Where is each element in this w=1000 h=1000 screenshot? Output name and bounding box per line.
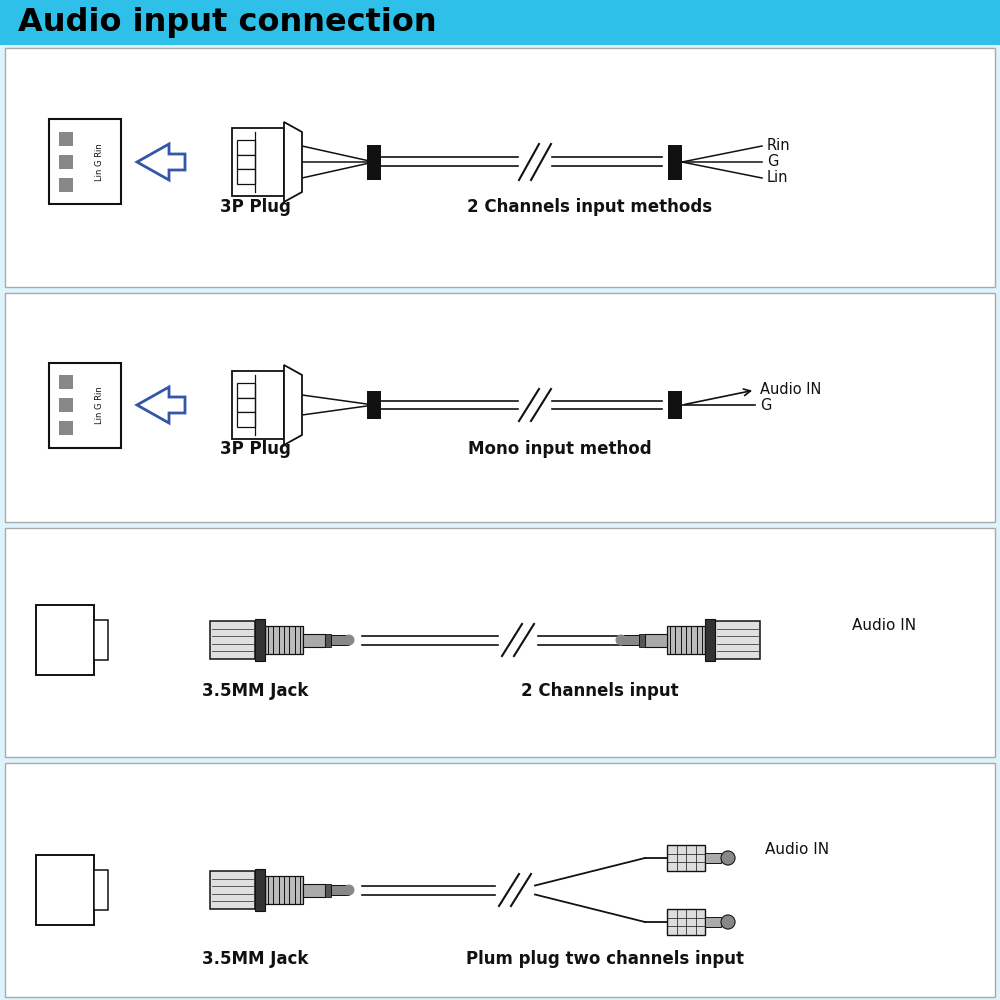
Text: G: G bbox=[767, 154, 778, 169]
Bar bbox=[210, 621, 255, 659]
Bar bbox=[59, 375, 73, 389]
Bar bbox=[5, 528, 995, 757]
Text: Mono input method: Mono input method bbox=[468, 440, 652, 458]
Bar bbox=[367, 144, 381, 180]
Polygon shape bbox=[137, 144, 185, 180]
Bar bbox=[210, 871, 255, 909]
Bar bbox=[59, 132, 73, 146]
Bar bbox=[0, 0, 1000, 45]
Text: Lin G Rin: Lin G Rin bbox=[96, 143, 104, 181]
Bar bbox=[645, 634, 667, 647]
Bar bbox=[237, 169, 255, 184]
Bar bbox=[668, 391, 682, 419]
Text: 2 Channels input: 2 Channels input bbox=[521, 682, 679, 700]
Bar bbox=[639, 634, 645, 647]
Text: 3.5MM Jack: 3.5MM Jack bbox=[202, 682, 308, 700]
Circle shape bbox=[344, 885, 354, 895]
Text: Audio input connection: Audio input connection bbox=[18, 7, 437, 38]
Bar bbox=[237, 155, 255, 169]
Text: Rin: Rin bbox=[767, 138, 791, 153]
Bar bbox=[232, 128, 284, 196]
Bar bbox=[237, 140, 255, 155]
Bar bbox=[668, 144, 682, 180]
Bar bbox=[59, 178, 73, 192]
Bar bbox=[49, 119, 121, 204]
Bar bbox=[5, 293, 995, 522]
Bar bbox=[94, 620, 108, 660]
Polygon shape bbox=[284, 122, 302, 202]
Bar bbox=[325, 634, 331, 647]
Bar bbox=[265, 626, 303, 654]
Bar bbox=[705, 853, 721, 863]
Text: 3P Plug: 3P Plug bbox=[220, 198, 290, 216]
Text: 3.5MM Jack: 3.5MM Jack bbox=[202, 950, 308, 968]
Bar bbox=[5, 763, 995, 997]
Text: 3P Plug: 3P Plug bbox=[220, 440, 290, 458]
Bar bbox=[705, 917, 721, 927]
Bar bbox=[36, 855, 94, 925]
Bar bbox=[59, 398, 73, 412]
Circle shape bbox=[344, 635, 354, 645]
Bar bbox=[255, 619, 265, 661]
Circle shape bbox=[721, 915, 735, 929]
Bar bbox=[237, 383, 255, 398]
Text: 2 Channels input methods: 2 Channels input methods bbox=[467, 198, 713, 216]
Bar bbox=[94, 870, 108, 910]
Text: Audio IN: Audio IN bbox=[852, 617, 916, 633]
Bar bbox=[367, 391, 381, 419]
Bar bbox=[303, 884, 325, 896]
Text: G: G bbox=[760, 397, 771, 412]
Polygon shape bbox=[284, 365, 302, 445]
Bar bbox=[621, 635, 639, 645]
Bar bbox=[59, 155, 73, 169]
Text: Lin: Lin bbox=[767, 170, 788, 185]
Text: Plum plug two channels input: Plum plug two channels input bbox=[466, 950, 744, 968]
Circle shape bbox=[721, 851, 735, 865]
Bar bbox=[705, 619, 715, 661]
Polygon shape bbox=[137, 387, 185, 423]
Bar bbox=[36, 605, 94, 675]
Bar bbox=[5, 48, 995, 287]
Bar bbox=[331, 635, 349, 645]
Text: Audio IN: Audio IN bbox=[765, 842, 829, 857]
Bar bbox=[715, 621, 760, 659]
Bar bbox=[667, 909, 705, 935]
Bar bbox=[303, 634, 325, 647]
Bar bbox=[232, 371, 284, 439]
Bar bbox=[667, 845, 705, 871]
Bar bbox=[237, 412, 255, 427]
Bar bbox=[49, 362, 121, 448]
Bar bbox=[667, 626, 705, 654]
Bar bbox=[255, 869, 265, 911]
Bar bbox=[325, 884, 331, 896]
Circle shape bbox=[616, 635, 626, 645]
Bar bbox=[331, 885, 349, 895]
Bar bbox=[237, 398, 255, 412]
Bar bbox=[59, 421, 73, 435]
Text: Audio IN: Audio IN bbox=[760, 382, 821, 397]
Text: Lin G Rin: Lin G Rin bbox=[96, 386, 104, 424]
Bar bbox=[265, 876, 303, 904]
